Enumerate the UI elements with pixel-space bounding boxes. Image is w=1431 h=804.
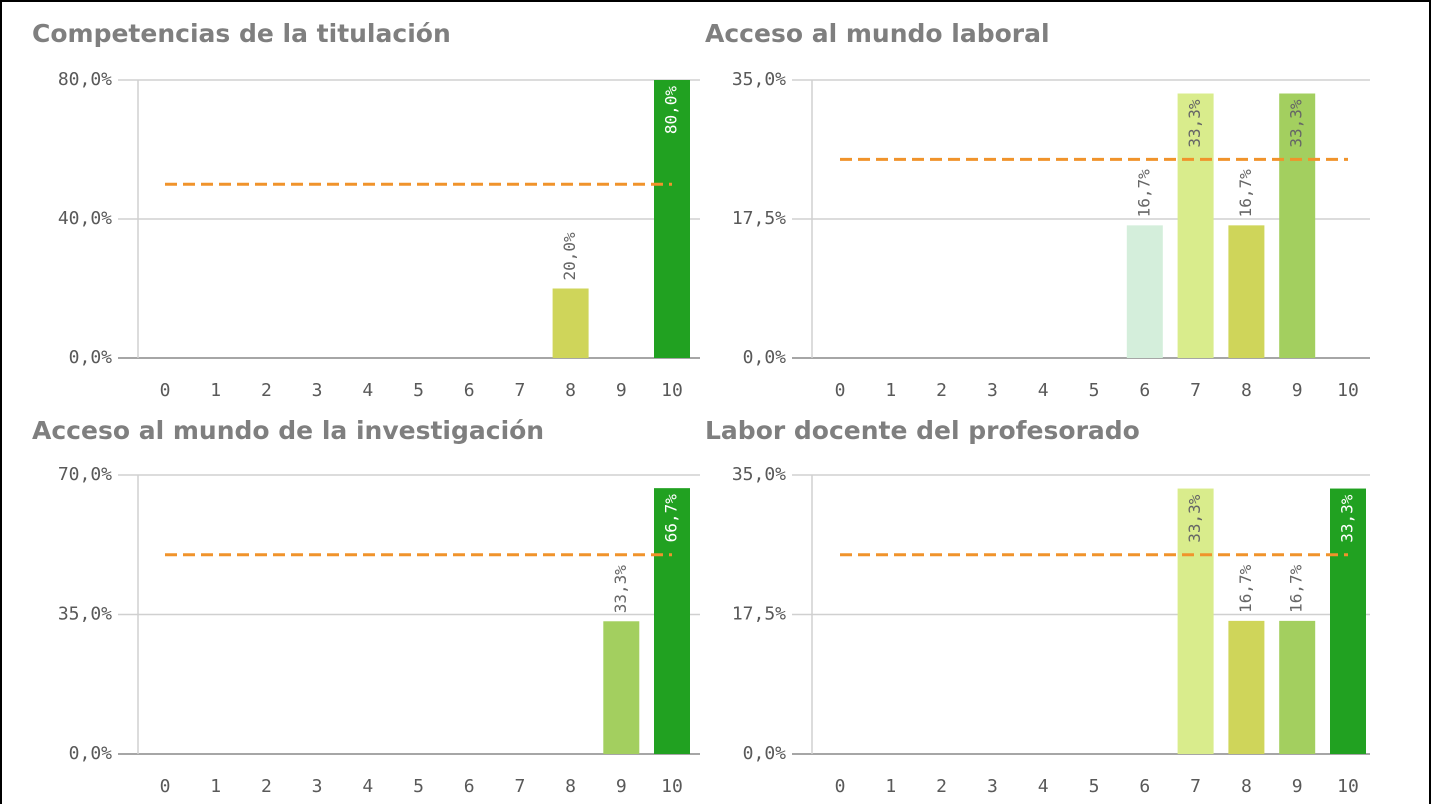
value-label: 80,0%	[662, 86, 681, 135]
x-tick-label: 10	[661, 380, 683, 401]
x-tick-label: 9	[1292, 380, 1303, 401]
y-tick-label: 35,0%	[732, 464, 786, 485]
bar	[552, 288, 589, 358]
x-tick-label: 5	[413, 776, 424, 797]
x-tick-label: 0	[835, 776, 846, 797]
x-tick-label: 6	[464, 380, 475, 401]
x-tick-label: 9	[616, 776, 627, 797]
y-tick-label: 35,0%	[58, 604, 112, 625]
x-tick-label: 6	[1139, 380, 1150, 401]
x-tick-label: 3	[987, 380, 998, 401]
x-tick-label: 3	[987, 776, 998, 797]
value-label: 16,7%	[1236, 169, 1255, 218]
bar	[1330, 488, 1366, 754]
x-tick-label: 10	[661, 776, 683, 797]
y-tick-label: 0,0%	[69, 743, 113, 764]
chart-title: Acceso al mundo de la investigación	[32, 416, 544, 445]
x-tick-label: 10	[1337, 380, 1359, 401]
x-tick-label: 1	[210, 776, 221, 797]
x-tick-label: 1	[885, 380, 896, 401]
bar	[1279, 93, 1316, 358]
chart-title: Competencias de la titulación	[32, 19, 451, 48]
x-tick-label: 4	[1038, 776, 1049, 797]
x-tick-label: 9	[616, 380, 627, 401]
x-tick-label: 8	[1241, 380, 1252, 401]
value-label: 16,7%	[1287, 564, 1306, 613]
y-tick-label: 17,5%	[732, 208, 786, 229]
x-tick-label: 3	[312, 380, 323, 401]
x-tick-label: 4	[362, 776, 373, 797]
bar	[1228, 620, 1265, 754]
value-label: 16,7%	[1236, 564, 1255, 613]
value-label: 20,0%	[560, 232, 579, 281]
y-tick-label: 80,0%	[58, 69, 112, 90]
x-tick-label: 7	[514, 380, 525, 401]
x-tick-label: 0	[160, 776, 171, 797]
bar	[1279, 620, 1316, 754]
x-tick-label: 10	[1337, 776, 1359, 797]
bar	[1177, 93, 1214, 358]
bar	[654, 488, 690, 754]
x-tick-label: 8	[1241, 776, 1252, 797]
x-tick-label: 0	[835, 380, 846, 401]
x-tick-label: 2	[261, 380, 272, 401]
x-tick-label: 5	[1089, 380, 1100, 401]
x-tick-label: 2	[936, 380, 947, 401]
x-tick-label: 1	[885, 776, 896, 797]
y-tick-label: 0,0%	[69, 347, 113, 368]
value-label: 16,7%	[1134, 169, 1153, 218]
value-label: 33,3%	[1185, 99, 1204, 148]
chart-title: Labor docente del profesorado	[705, 416, 1140, 445]
x-tick-label: 2	[936, 776, 947, 797]
x-tick-label: 5	[1089, 776, 1100, 797]
bar	[654, 80, 690, 358]
x-tick-label: 7	[1190, 380, 1201, 401]
value-label: 33,3%	[1338, 494, 1357, 543]
x-tick-label: 7	[514, 776, 525, 797]
bar	[1177, 488, 1214, 754]
y-tick-label: 17,5%	[732, 604, 786, 625]
y-tick-label: 70,0%	[58, 464, 112, 485]
x-tick-label: 6	[1139, 776, 1150, 797]
value-label: 66,7%	[662, 494, 681, 543]
x-tick-label: 2	[261, 776, 272, 797]
y-tick-label: 0,0%	[743, 347, 787, 368]
value-label: 33,3%	[611, 565, 630, 614]
bar	[1126, 225, 1163, 358]
x-tick-label: 4	[362, 380, 373, 401]
y-tick-label: 40,0%	[58, 208, 112, 229]
x-tick-label: 5	[413, 380, 424, 401]
x-tick-label: 7	[1190, 776, 1201, 797]
x-tick-label: 1	[210, 380, 221, 401]
bar	[1228, 225, 1265, 358]
value-label: 33,3%	[1287, 99, 1306, 148]
chart-title: Acceso al mundo laboral	[705, 19, 1050, 48]
x-tick-label: 0	[160, 380, 171, 401]
y-tick-label: 0,0%	[743, 743, 787, 764]
bar	[603, 621, 640, 754]
x-tick-label: 8	[565, 776, 576, 797]
x-tick-label: 8	[565, 380, 576, 401]
x-tick-label: 6	[464, 776, 475, 797]
x-tick-label: 4	[1038, 380, 1049, 401]
value-label: 33,3%	[1185, 494, 1204, 543]
x-tick-label: 9	[1292, 776, 1303, 797]
y-tick-label: 35,0%	[732, 69, 786, 90]
x-tick-label: 3	[312, 776, 323, 797]
